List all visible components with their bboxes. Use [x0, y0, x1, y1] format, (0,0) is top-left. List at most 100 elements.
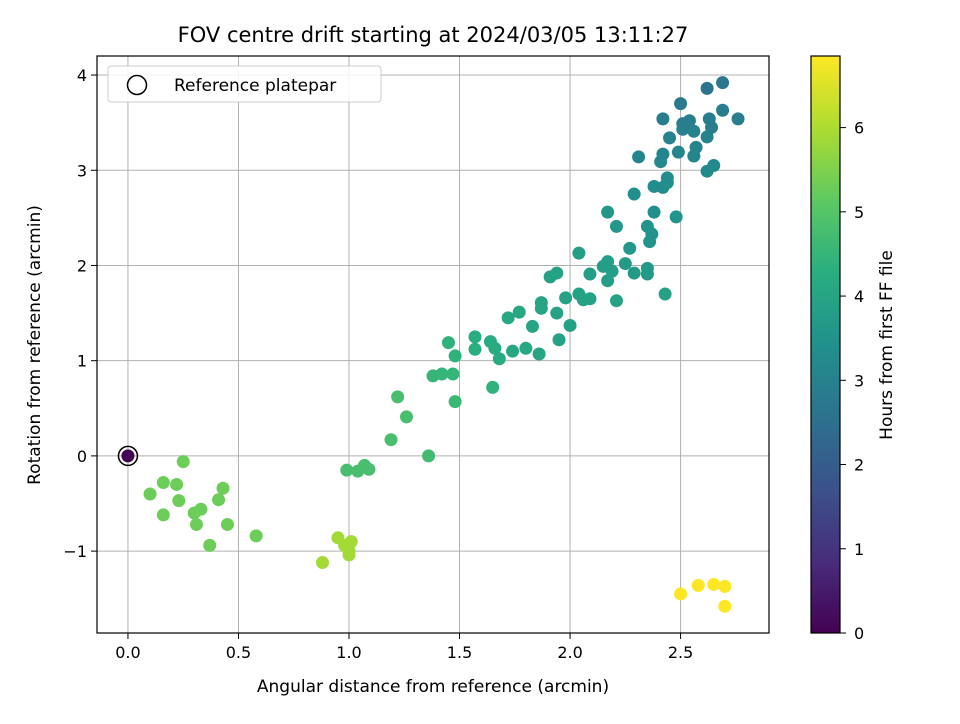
- legend-box: [107, 65, 382, 103]
- data-point: [707, 577, 721, 591]
- data-point: [716, 103, 730, 117]
- data-point: [156, 476, 170, 490]
- data-point: [632, 150, 646, 164]
- data-point: [315, 556, 329, 570]
- data-point: [687, 124, 701, 138]
- data-point: [362, 462, 376, 476]
- data-point: [384, 433, 398, 447]
- data-point: [143, 487, 157, 501]
- x-axis-label: Angular distance from reference (arcmin): [257, 677, 609, 697]
- data-point: [583, 292, 597, 306]
- colorbar-tick-label: 3: [854, 371, 864, 390]
- x-tick-label: 2.0: [557, 643, 582, 662]
- colorbar-tick-label: 0: [854, 624, 864, 643]
- data-point: [448, 349, 462, 363]
- data-point: [220, 517, 234, 531]
- data-point: [468, 342, 482, 356]
- data-point: [488, 341, 502, 355]
- data-point: [627, 266, 641, 280]
- chart-title: FOV centre drift starting at 2024/03/05 …: [178, 23, 689, 47]
- data-point: [640, 267, 654, 281]
- colorbar-gradient: [810, 55, 841, 634]
- data-point: [647, 205, 661, 219]
- data-point: [422, 449, 436, 463]
- colorbar-ticks: 0 1 2 3 4 5 6: [840, 119, 864, 643]
- data-point: [731, 112, 745, 126]
- data-point: [718, 579, 732, 593]
- data-point: [627, 187, 641, 201]
- x-tick-label: 0.5: [226, 643, 251, 662]
- y-tick-label: 2: [77, 256, 87, 275]
- plot-frame: [96, 55, 770, 634]
- colorbar-tick-label: 1: [854, 540, 864, 559]
- data-point: [674, 587, 688, 601]
- colorbar-tick-label: 6: [854, 119, 864, 138]
- data-point: [674, 97, 688, 111]
- legend-label: Reference platepar: [174, 76, 336, 96]
- data-point: [572, 246, 586, 260]
- data-point: [550, 306, 564, 320]
- data-point: [156, 508, 170, 522]
- data-point: [618, 257, 632, 271]
- data-point: [532, 347, 546, 361]
- colorbar-tick-label: 2: [854, 456, 864, 475]
- data-point: [216, 481, 230, 495]
- data-point: [519, 341, 533, 355]
- data-point: [671, 145, 685, 159]
- data-point: [249, 529, 263, 543]
- data-point: [212, 493, 226, 507]
- x-tick-label: 1.5: [447, 643, 472, 662]
- data-point: [605, 264, 619, 278]
- data-points: [117, 76, 745, 613]
- data-point: [609, 294, 623, 308]
- data-point: [705, 120, 719, 134]
- data-point: [441, 336, 455, 350]
- x-axis-ticks: 0.0 0.5 1.0 1.5 2.0 2.5: [115, 633, 693, 662]
- y-tick-label: 3: [77, 161, 87, 180]
- x-tick-label: 2.5: [668, 643, 693, 662]
- data-point: [609, 219, 623, 233]
- data-point: [660, 176, 674, 190]
- data-point: [718, 599, 732, 613]
- data-point: [689, 140, 703, 154]
- data-point: [506, 344, 520, 358]
- data-point: [563, 318, 577, 332]
- x-tick-label: 1.0: [336, 643, 361, 662]
- data-point: [468, 330, 482, 344]
- data-point: [176, 455, 190, 469]
- y-tick-label: −1: [63, 542, 87, 561]
- reference-marker: [117, 445, 139, 467]
- data-point: [492, 352, 506, 366]
- data-point: [194, 502, 208, 516]
- data-point: [691, 578, 705, 592]
- data-point: [583, 267, 597, 281]
- colorbar-tick-label: 4: [854, 287, 864, 306]
- colorbar-tick-label: 5: [854, 203, 864, 222]
- y-tick-label: 4: [77, 66, 87, 85]
- reference-point: [121, 449, 135, 463]
- data-point: [342, 548, 356, 562]
- data-point: [501, 311, 515, 325]
- data-point: [172, 494, 186, 508]
- data-point: [446, 367, 460, 381]
- legend: Reference platepar: [107, 65, 382, 103]
- data-point: [601, 205, 615, 219]
- data-point: [391, 390, 405, 404]
- data-point: [656, 112, 670, 126]
- legend-marker-icon: [126, 74, 148, 96]
- colorbar-label: Hours from first FF file: [877, 250, 897, 440]
- data-point: [550, 266, 564, 280]
- data-point: [512, 305, 526, 319]
- data-point: [344, 535, 358, 549]
- data-point: [525, 319, 539, 333]
- data-point: [623, 241, 637, 255]
- data-point: [663, 131, 677, 145]
- data-point: [448, 395, 462, 409]
- data-point: [682, 114, 696, 128]
- data-point: [559, 291, 573, 305]
- data-point: [700, 81, 714, 95]
- data-point: [340, 463, 354, 477]
- data-point: [669, 210, 683, 224]
- data-point: [656, 147, 670, 161]
